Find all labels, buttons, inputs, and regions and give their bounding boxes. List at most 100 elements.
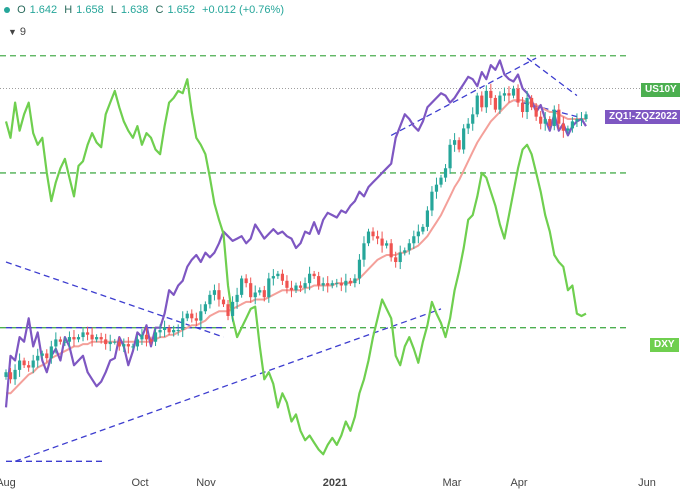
candle-body: [484, 90, 488, 108]
candle-body: [366, 231, 371, 244]
candle-body: [416, 231, 420, 237]
candle-body: [584, 114, 588, 120]
candle-body: [348, 280, 352, 284]
candle-body: [4, 372, 8, 377]
candle-body: [8, 372, 13, 380]
candle-body: [552, 109, 556, 127]
change-value: +0.012 (+0.76%): [202, 4, 284, 16]
x-tick-label: 2021: [323, 477, 347, 489]
candle-body: [99, 337, 103, 340]
candle-body: [498, 95, 502, 110]
chevron-down-icon: ▼: [8, 27, 17, 37]
candle-body: [321, 283, 325, 286]
candle-body: [452, 140, 457, 145]
candle-body: [543, 119, 547, 124]
candle-body: [475, 95, 479, 115]
candle-body: [434, 184, 439, 192]
candle-body: [371, 231, 375, 237]
candle-body: [312, 273, 316, 277]
candle-body: [394, 257, 398, 263]
candle-body: [307, 273, 312, 284]
candle-body: [298, 285, 303, 288]
candle-body: [63, 341, 67, 343]
candle-body: [489, 90, 493, 98]
status-dot-icon: [4, 7, 10, 14]
candle-body: [457, 140, 461, 150]
zq-series-line: [4, 59, 587, 408]
close-value: 1.652: [167, 4, 195, 16]
candle-body: [167, 327, 171, 333]
candle-body: [294, 285, 298, 291]
candle-body: [448, 144, 452, 169]
candle-body: [507, 93, 511, 96]
candle-body: [317, 276, 321, 286]
trendline: [14, 308, 442, 462]
candle-body: [425, 210, 430, 227]
candle-body: [194, 318, 198, 321]
trendline: [526, 57, 578, 97]
candle-body: [13, 369, 17, 380]
candle-body: [303, 283, 307, 288]
candle-body: [212, 290, 217, 295]
candle-body: [511, 88, 516, 96]
candle-body: [244, 278, 248, 284]
x-tick-label: Apr: [510, 477, 527, 489]
candle-body: [557, 109, 561, 124]
high-value: 1.658: [76, 4, 104, 16]
candle-body: [199, 311, 203, 321]
candle-body: [439, 177, 443, 185]
candle-body: [276, 273, 280, 277]
candle-body: [280, 273, 285, 281]
candle-body: [249, 283, 253, 298]
candle-body: [144, 334, 149, 340]
candle-body: [76, 337, 81, 340]
candle-body: [58, 339, 62, 342]
candle-body: [131, 346, 135, 348]
candle-body: [339, 283, 343, 286]
candle-body: [258, 290, 262, 293]
open-label: O: [17, 4, 26, 16]
candle-body: [72, 337, 76, 340]
candle-body: [579, 119, 584, 121]
candle-body: [17, 360, 22, 370]
candle-body: [158, 330, 162, 333]
candle-body: [389, 243, 393, 258]
candle-body: [534, 107, 538, 117]
candle-body: [81, 332, 85, 338]
candle-body: [85, 332, 90, 335]
candle-body: [140, 334, 144, 340]
candle-body: [49, 346, 53, 359]
candle-body: [230, 301, 235, 316]
candle-body: [267, 278, 271, 298]
candle-body: [95, 337, 99, 340]
candle-body: [117, 341, 121, 347]
candle-body: [36, 355, 40, 361]
candle-body: [330, 283, 334, 286]
candle-body: [235, 294, 239, 302]
candle-body: [353, 278, 357, 284]
candle-body: [480, 95, 484, 108]
candle-body: [262, 290, 266, 298]
studies-toggle[interactable]: ▼ 9: [8, 26, 26, 38]
candle-body: [462, 128, 466, 150]
candle-body: [403, 250, 407, 253]
candle-body: [530, 97, 534, 108]
ohlc-readout: O 1.642 H 1.658 L 1.638 C 1.652 +0.012 (+0.7…: [4, 4, 288, 16]
candle-body: [135, 339, 140, 347]
candle-body: [466, 123, 470, 129]
candle-body: [31, 360, 35, 368]
candle-body: [162, 327, 167, 331]
low-label: L: [110, 4, 117, 16]
candle-body: [40, 353, 44, 356]
trendline: [390, 57, 537, 137]
candle-body: [45, 353, 49, 359]
high-label: H: [64, 4, 73, 16]
candle-body: [22, 360, 26, 366]
candle-body: [421, 226, 425, 232]
candle-body: [357, 259, 362, 279]
x-tick-label: Oct: [131, 477, 148, 489]
candle-body: [185, 313, 189, 319]
candle-body: [493, 97, 497, 110]
candle-body: [153, 332, 158, 342]
